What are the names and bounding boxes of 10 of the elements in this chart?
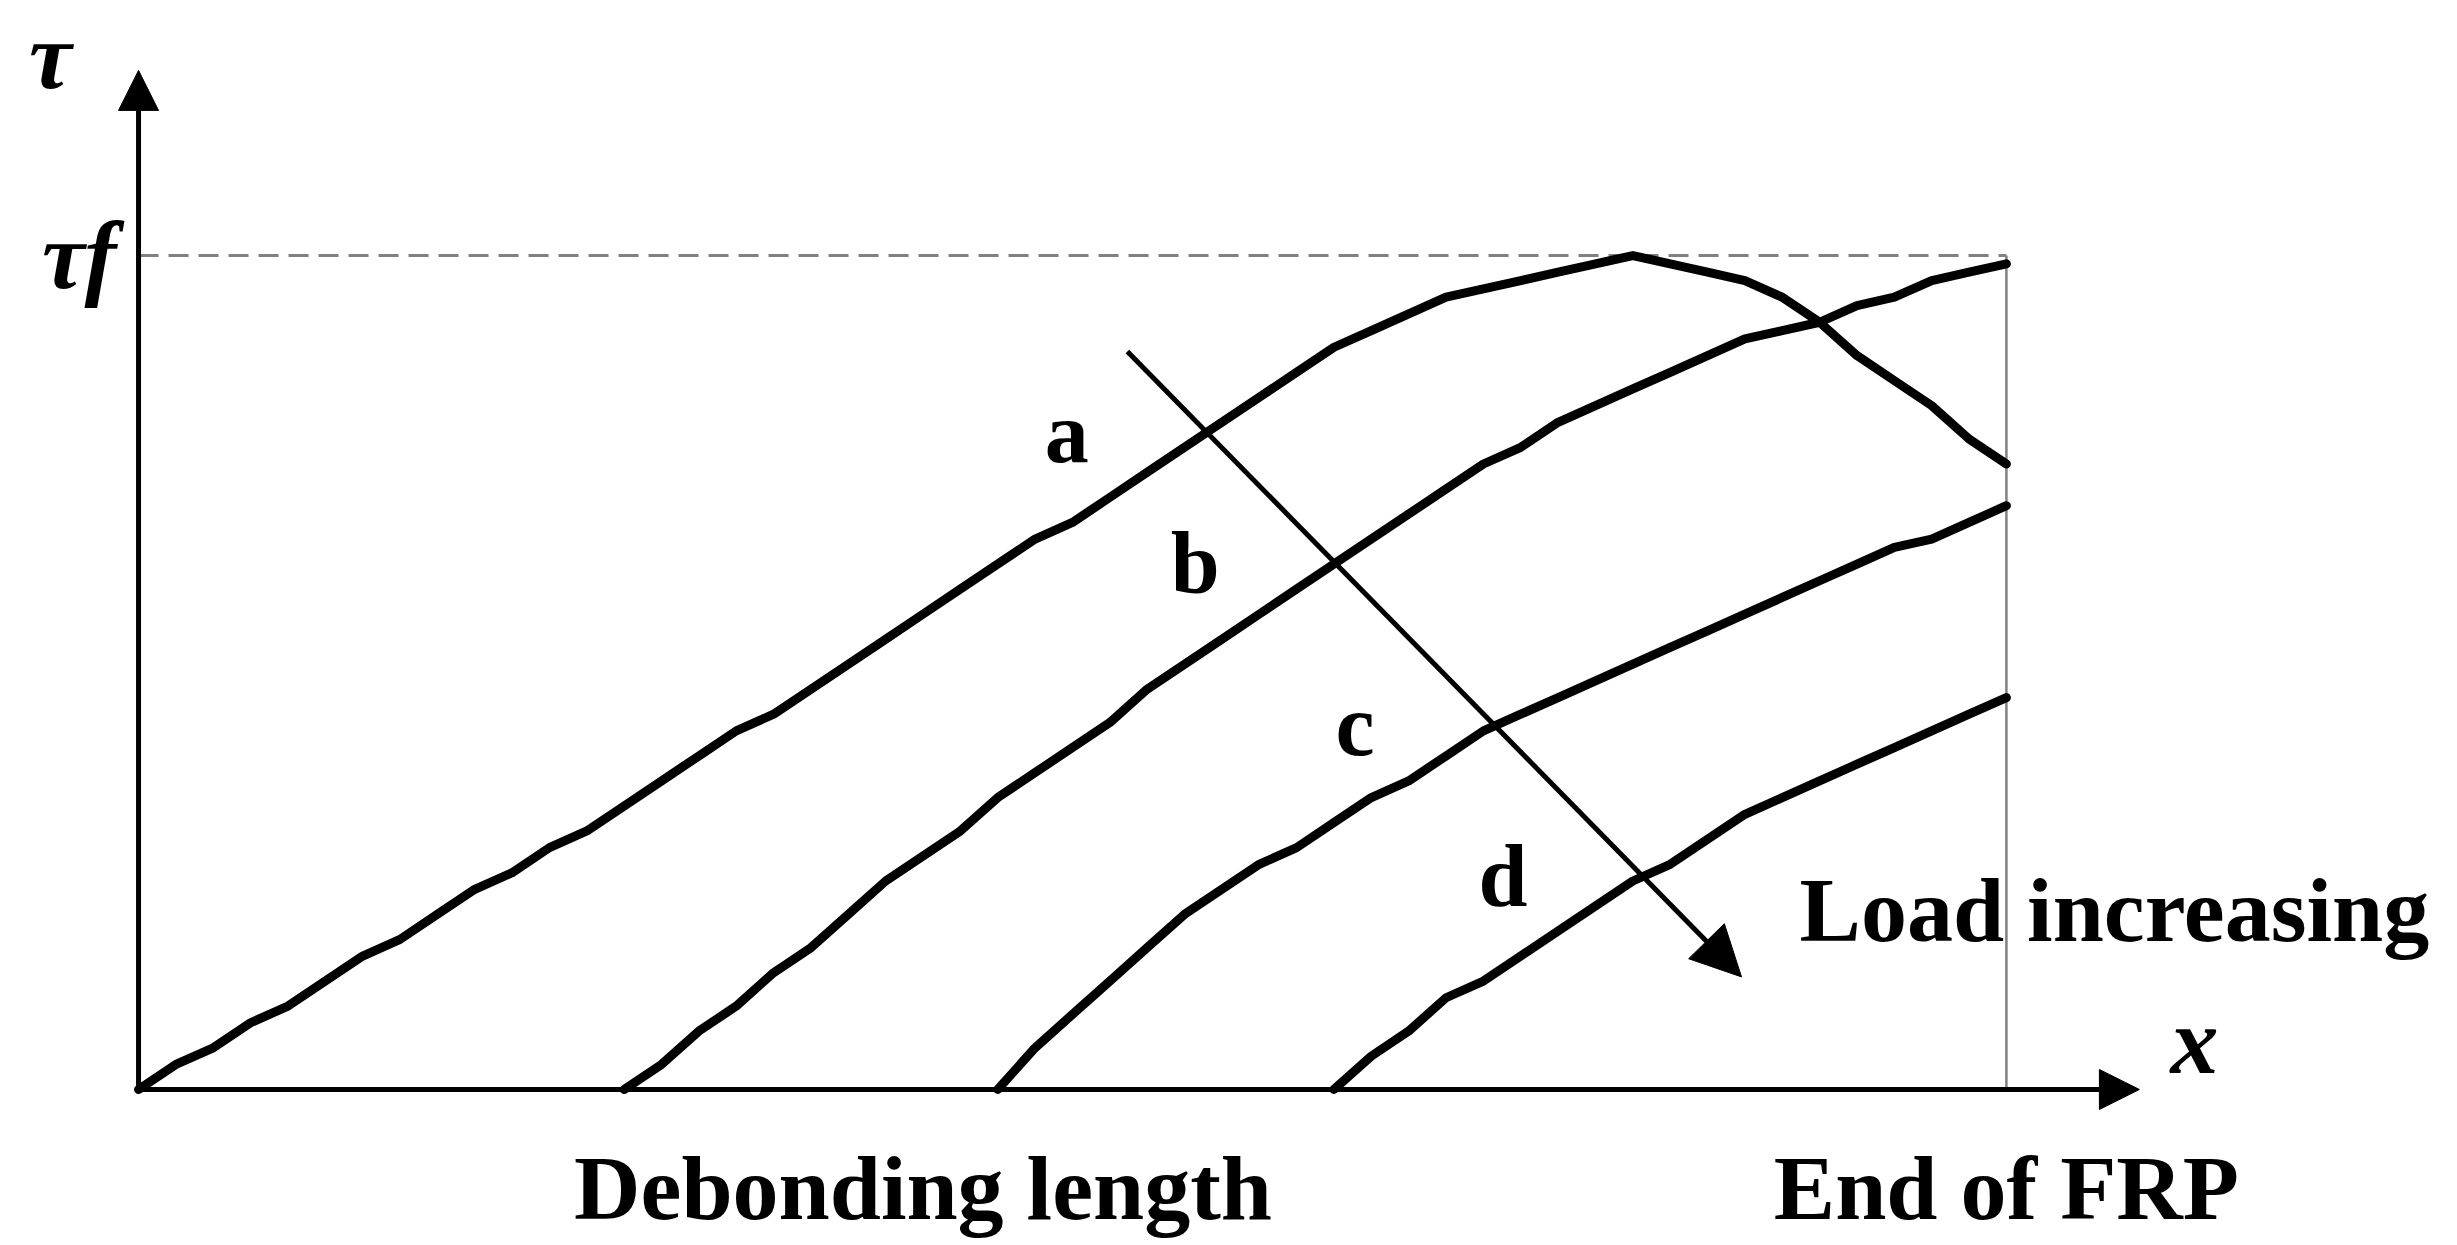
x-axis-title: x	[2168, 986, 2219, 1094]
y-axis-title: τ	[28, 1, 75, 109]
series-label: b	[1170, 514, 1220, 612]
ref-line-label: τf	[41, 202, 125, 310]
series-label: d	[1478, 827, 1528, 925]
series-label: a	[1044, 383, 1089, 481]
annotation: Load increasing	[1799, 858, 2430, 961]
x-tick-label: End of FRP	[1773, 1136, 2239, 1239]
series-label: c	[1335, 677, 1375, 775]
x-tick-label: Debonding length	[574, 1136, 1272, 1239]
